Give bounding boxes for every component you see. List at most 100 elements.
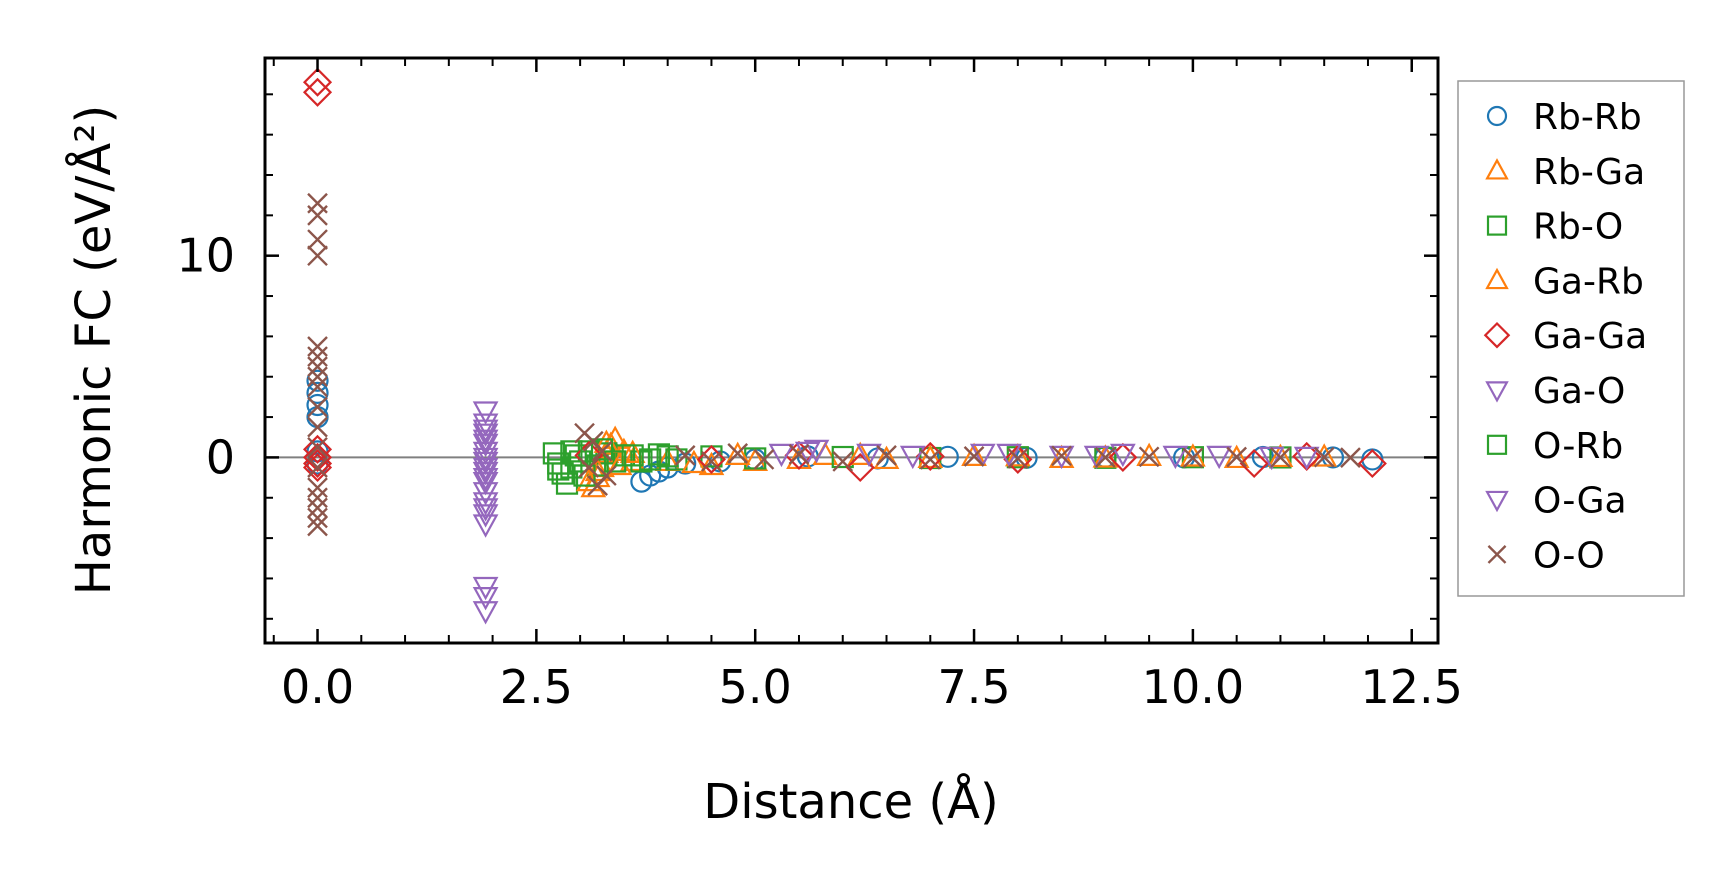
x-tick-label: 7.5 — [937, 660, 1010, 714]
series-ga-o — [472, 401, 1320, 625]
data-point — [307, 356, 328, 377]
plot-area-frame — [263, 56, 1440, 645]
data-point — [591, 441, 613, 462]
data-point — [302, 77, 333, 107]
data-point — [307, 336, 328, 357]
legend-marker — [1486, 105, 1508, 127]
data-point — [696, 444, 726, 474]
series-ga-rb — [576, 429, 1294, 492]
data-point — [936, 445, 959, 468]
data-point — [963, 446, 985, 467]
data-point — [1138, 446, 1160, 468]
data-point — [472, 433, 499, 458]
data-point — [832, 451, 854, 472]
data-point — [701, 451, 722, 472]
data-point — [856, 443, 882, 468]
data-point — [742, 447, 769, 472]
data-point — [621, 444, 644, 467]
data-point — [768, 443, 795, 468]
legend-marker — [1485, 158, 1509, 180]
data-point — [1095, 447, 1116, 468]
data-point — [302, 434, 333, 464]
data-point — [595, 442, 618, 465]
legend-frame — [1457, 80, 1685, 597]
legend-marker — [1486, 434, 1508, 455]
data-point — [307, 396, 328, 418]
data-point — [656, 445, 679, 468]
data-point — [472, 492, 499, 516]
data-point — [472, 401, 499, 425]
data-point — [472, 467, 499, 492]
data-point — [639, 448, 662, 471]
data-point — [969, 443, 996, 468]
data-point — [1206, 445, 1233, 470]
data-point — [1267, 443, 1294, 468]
legend-item: Rb-Ga — [1485, 152, 1645, 193]
data-point — [596, 465, 617, 486]
legend: Rb-Rb Rb-Ga Rb-O Ga-Rb Ga-Ga Ga-O O-Rb O-Ga O-O — [1457, 80, 1685, 597]
data-point — [919, 449, 941, 470]
data-point — [472, 498, 499, 522]
data-point — [547, 458, 570, 481]
axis-ticks — [265, 58, 1438, 643]
data-point — [306, 393, 329, 417]
data-point — [1136, 442, 1162, 467]
data-point — [1162, 445, 1189, 470]
data-point — [1239, 448, 1269, 479]
x-tick-label: 5.0 — [719, 660, 792, 714]
data-point — [307, 416, 328, 438]
data-point — [1004, 443, 1031, 467]
data-point — [1340, 447, 1361, 468]
data-point — [794, 441, 821, 466]
data-point — [917, 444, 944, 469]
data-point — [307, 346, 328, 367]
data-point — [1003, 444, 1033, 474]
data-point — [1223, 444, 1250, 469]
y-axis-label: Harmonic FC (eV/Å²) — [65, 105, 122, 595]
data-point — [302, 67, 333, 97]
data-point — [847, 441, 874, 465]
data-point — [306, 369, 329, 392]
data-point — [578, 457, 600, 478]
legend-item: Rb-Rb — [1486, 97, 1642, 138]
data-point — [555, 472, 579, 495]
data-point — [1048, 445, 1075, 470]
x-tick-label: 10.0 — [1142, 660, 1244, 714]
data-point — [647, 443, 671, 466]
legend-marker — [1485, 381, 1509, 403]
data-point — [876, 445, 897, 466]
data-point — [788, 444, 810, 465]
data-point — [302, 452, 333, 483]
data-point — [307, 229, 328, 250]
legend-label: Rb-O — [1533, 207, 1623, 248]
data-point — [674, 445, 696, 466]
data-point — [1226, 446, 1248, 468]
x-tick-label: 12.5 — [1361, 660, 1463, 714]
legend-label: Rb-Rb — [1533, 97, 1642, 138]
data-point — [307, 457, 328, 478]
legend-label: O-Ga — [1533, 481, 1627, 522]
legend-marker — [1483, 321, 1511, 349]
data-point — [1270, 447, 1291, 468]
series-o-rb — [547, 438, 679, 487]
data-point — [1361, 448, 1384, 471]
y-tick-label: 0 — [206, 430, 235, 484]
axis-tick-labels: 0.0 2.5 5.0 7.5 10.0 12.5 0 10 — [176, 229, 1462, 714]
series-rb-rb — [306, 369, 1384, 493]
data-point — [472, 587, 499, 611]
series-ga-ga — [302, 67, 1387, 483]
legend-item: Ga-O — [1485, 371, 1625, 412]
data-point — [560, 440, 583, 463]
x-axis-label: Distance (Å) — [703, 773, 998, 830]
data-point — [619, 439, 646, 463]
data-point — [307, 507, 328, 529]
x-tick-label: 0.0 — [281, 660, 354, 714]
data-point — [472, 601, 499, 625]
legend-label: Ga-Rb — [1533, 261, 1644, 302]
legend-label: Ga-Ga — [1533, 316, 1647, 357]
data-point — [1180, 443, 1206, 467]
x-tick-label: 2.5 — [500, 660, 573, 714]
data-point — [619, 447, 646, 472]
data-point — [307, 487, 328, 509]
